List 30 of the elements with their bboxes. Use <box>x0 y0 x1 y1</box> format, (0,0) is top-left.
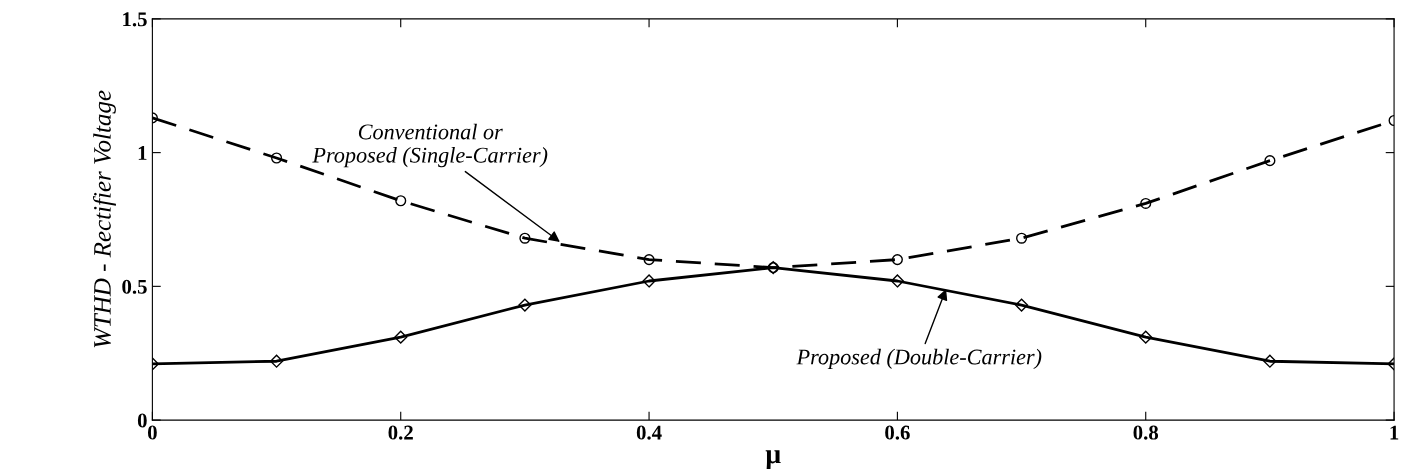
point <box>518 298 532 312</box>
annotation: Proposed (Double-Carrier) <box>796 348 1042 369</box>
point <box>270 152 283 164</box>
point <box>1140 197 1152 209</box>
x-tick-label: 1 <box>1390 425 1399 440</box>
point <box>1264 155 1276 167</box>
point <box>395 195 407 207</box>
x-axis-title: μ <box>765 450 781 470</box>
x-tick-label: 0.8 <box>1133 425 1159 440</box>
annotation: Conventional or Proposed (Single-Carrier) <box>312 123 548 168</box>
y-tick-label: 0.5 <box>122 279 147 294</box>
y-tick-label: 1 <box>138 146 147 160</box>
point <box>519 232 531 244</box>
y-axis-title: WTHD - Rectifier Voltage <box>93 90 116 348</box>
point <box>1016 232 1028 244</box>
x-tick-label: 0.2 <box>388 425 413 440</box>
y-tick-label: 0 <box>137 413 147 428</box>
point <box>643 254 655 266</box>
x-tick-label: 0.4 <box>636 425 662 440</box>
point <box>642 274 656 288</box>
x-tick-label: 0 <box>147 425 157 440</box>
point <box>891 254 903 266</box>
x-tick-label: 0.6 <box>885 425 910 440</box>
point <box>1014 298 1029 312</box>
point <box>1139 330 1153 344</box>
y-tick-label: 1.5 <box>123 12 147 27</box>
point <box>890 274 904 288</box>
point <box>394 330 408 344</box>
point <box>269 354 284 368</box>
point <box>1263 354 1277 368</box>
